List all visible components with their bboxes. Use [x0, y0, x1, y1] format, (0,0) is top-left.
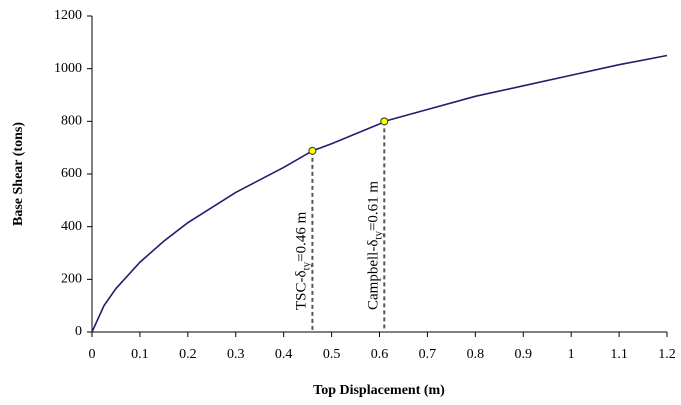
annotation-suffix: =0.46 m [293, 211, 309, 261]
y-axis-title: Base Shear (tons) [11, 122, 26, 226]
x-tick-label: 1 [568, 347, 575, 362]
y-tick-label: 600 [61, 166, 82, 181]
x-tick-label: 0.4 [275, 347, 293, 362]
annotation-prefix: TSC-δ [293, 270, 309, 310]
x-tick-label: 1.1 [610, 347, 628, 362]
x-tick-label: 0.7 [419, 347, 437, 362]
marker [380, 117, 389, 126]
annotation-suffix: =0.61 m [365, 181, 381, 231]
y-tick-label: 1200 [54, 8, 82, 23]
annotation-sub: ty [300, 261, 312, 270]
annotation: Campbell-δty=0.61 m [365, 181, 384, 310]
x-tick-label: 0.9 [515, 347, 533, 362]
x-tick-label: 0.8 [467, 347, 485, 362]
x-tick-label: 0.5 [323, 347, 341, 362]
x-tick-label: 0.1 [131, 347, 149, 362]
y-tick-label: 400 [61, 219, 82, 234]
x-tick-label: 0.6 [371, 347, 389, 362]
annotation-sub: ty [372, 231, 384, 240]
y-tick-label: 0 [75, 324, 82, 339]
x-tick-label: 1.2 [658, 347, 676, 362]
x-axis-title: Top Displacement (m) [313, 383, 445, 398]
marker [308, 146, 317, 155]
y-tick-label: 200 [61, 272, 82, 287]
y-tick-label: 1000 [54, 61, 82, 76]
x-tick-label: 0.2 [179, 347, 197, 362]
x-tick-label: 0.3 [227, 347, 245, 362]
data-line [91, 54, 668, 333]
annotation: TSC-δty=0.46 m [293, 211, 312, 310]
y-tick-label: 800 [61, 114, 82, 129]
x-tick-label: 0 [89, 347, 96, 362]
annotation-prefix: Campbell-δ [365, 240, 381, 310]
